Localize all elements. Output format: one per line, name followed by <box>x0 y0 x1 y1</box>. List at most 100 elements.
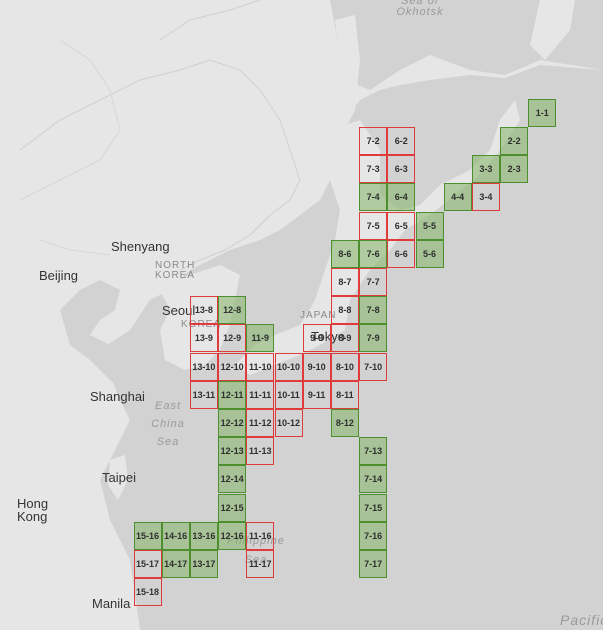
tile-label: 6-5 <box>394 220 408 231</box>
tile-12-11[interactable]: 12-11 <box>218 380 247 409</box>
tile-11-9[interactable]: 11-9 <box>246 324 275 353</box>
tile-label: 12-14 <box>220 474 244 485</box>
tile-12-8[interactable]: 12-8 <box>218 296 247 325</box>
tile-7-15[interactable]: 7-15 <box>359 493 388 522</box>
tile-3-4[interactable]: 3-4 <box>471 183 500 212</box>
ocean-label-pacific: Pacific <box>560 612 603 628</box>
tile-13-17[interactable]: 13-17 <box>189 549 218 578</box>
tile-label: 9-11 <box>307 389 326 400</box>
tile-7-4[interactable]: 7-4 <box>359 183 388 212</box>
tile-8-6[interactable]: 8-6 <box>330 239 359 268</box>
tile-label: 10-11 <box>277 389 300 400</box>
tile-12-9[interactable]: 12-9 <box>218 324 247 353</box>
tile-10-11[interactable]: 10-11 <box>274 380 303 409</box>
city-label-seoul: Seoul <box>162 303 196 318</box>
tile-12-13[interactable]: 12-13 <box>218 437 247 466</box>
tile-3-3[interactable]: 3-3 <box>471 155 500 184</box>
tile-label: 5-6 <box>422 248 436 259</box>
tile-label: 14-16 <box>164 530 188 541</box>
tile-7-3[interactable]: 7-3 <box>359 155 388 184</box>
tile-2-3[interactable]: 2-3 <box>500 155 529 184</box>
tile-label: 7-6 <box>366 248 380 259</box>
tile-10-10[interactable]: 10-10 <box>274 352 303 381</box>
tile-12-12[interactable]: 12-12 <box>218 408 247 437</box>
tile-7-17[interactable]: 7-17 <box>359 549 388 578</box>
tile-label: 3-4 <box>479 192 493 203</box>
tile-11-10[interactable]: 11-10 <box>246 352 275 381</box>
tile-6-6[interactable]: 6-6 <box>387 239 416 268</box>
tile-12-10[interactable]: 12-10 <box>218 352 247 381</box>
tile-5-6[interactable]: 5-6 <box>415 239 444 268</box>
sea-label-east-china: East China Sea <box>151 400 185 448</box>
tile-8-10[interactable]: 8-10 <box>330 352 359 381</box>
tile-label: 12-12 <box>220 417 244 428</box>
city-label-beijing: Beijing <box>39 268 79 283</box>
tile-2-2[interactable]: 2-2 <box>500 126 529 155</box>
tile-label: 7-10 <box>364 361 383 372</box>
tile-label: 14-17 <box>164 558 188 569</box>
tile-label: 15-17 <box>135 558 160 569</box>
tile-7-9[interactable]: 7-9 <box>359 324 388 353</box>
tile-8-9[interactable]: 8-9 <box>330 324 359 353</box>
tile-label: 12-13 <box>220 446 244 457</box>
tile-11-11[interactable]: 11-11 <box>246 380 275 409</box>
city-label-tokyo: Tokyo <box>311 329 345 344</box>
tile-label: 13-8 <box>194 305 213 316</box>
tile-11-13[interactable]: 11-13 <box>246 437 275 466</box>
tile-6-4[interactable]: 6-4 <box>387 183 416 212</box>
city-label-shenyang: Shenyang <box>111 239 170 254</box>
tile-15-17[interactable]: 15-17 <box>133 549 162 578</box>
tile-11-17[interactable]: 11-17 <box>246 549 275 578</box>
tile-12-16[interactable]: 12-16 <box>218 521 247 550</box>
tile-15-16[interactable]: 15-16 <box>133 521 162 550</box>
tile-label: 7-15 <box>364 502 383 513</box>
tile-7-13[interactable]: 7-13 <box>359 437 388 466</box>
tile-label: 10-12 <box>276 417 301 428</box>
tile-7-7[interactable]: 7-7 <box>359 267 388 296</box>
tile-9-11[interactable]: 9-11 <box>302 380 331 409</box>
tile-13-11[interactable]: 13-11 <box>189 380 218 409</box>
tile-12-14[interactable]: 12-14 <box>218 465 247 494</box>
sea-label-okhotsk: Sea of Okhotsk <box>396 0 444 18</box>
tile-label: 9-10 <box>307 361 326 372</box>
tile-7-6[interactable]: 7-6 <box>359 239 388 268</box>
tile-7-14[interactable]: 7-14 <box>359 465 388 494</box>
tile-label: 7-4 <box>366 192 380 203</box>
tile-8-11[interactable]: 8-11 <box>330 380 359 409</box>
tile-11-16[interactable]: 11-16 <box>246 521 275 550</box>
tile-4-4[interactable]: 4-4 <box>443 183 472 212</box>
tile-13-16[interactable]: 13-16 <box>189 521 218 550</box>
tile-14-17[interactable]: 14-17 <box>161 549 190 578</box>
tile-7-10[interactable]: 7-10 <box>359 352 388 381</box>
tile-13-9[interactable]: 13-9 <box>189 324 218 353</box>
tile-12-15[interactable]: 12-15 <box>218 493 247 522</box>
tile-8-8[interactable]: 8-8 <box>330 296 359 325</box>
tile-5-5[interactable]: 5-5 <box>415 211 444 240</box>
tile-9-9[interactable]: 9-9 <box>302 324 331 353</box>
tile-7-8[interactable]: 7-8 <box>359 296 388 325</box>
tile-7-2[interactable]: 7-2 <box>359 126 388 155</box>
tile-13-10[interactable]: 13-10 <box>189 352 218 381</box>
tile-10-12[interactable]: 10-12 <box>274 408 303 437</box>
tile-label: 4-4 <box>451 192 465 203</box>
tile-6-3[interactable]: 6-3 <box>387 155 416 184</box>
tile-7-5[interactable]: 7-5 <box>359 211 388 240</box>
tile-13-8[interactable]: 13-8 <box>189 296 218 325</box>
tile-1-1[interactable]: 1-1 <box>528 98 557 127</box>
tile-label: 7-13 <box>364 446 383 457</box>
tile-6-5[interactable]: 6-5 <box>387 211 416 240</box>
tile-8-7[interactable]: 8-7 <box>330 267 359 296</box>
tile-label: 9-9 <box>310 333 324 344</box>
tile-15-18[interactable]: 15-18 <box>133 578 162 607</box>
tile-6-2[interactable]: 6-2 <box>387 126 416 155</box>
tile-11-12[interactable]: 11-12 <box>246 408 275 437</box>
tile-label: 13-17 <box>192 558 216 569</box>
tile-8-12[interactable]: 8-12 <box>330 408 359 437</box>
tile-14-16[interactable]: 14-16 <box>161 521 190 550</box>
tile-label: 8-12 <box>335 417 354 428</box>
tile-label: 11-10 <box>249 361 272 372</box>
tile-9-10[interactable]: 9-10 <box>302 352 331 381</box>
tile-label: 7-3 <box>366 164 380 175</box>
tile-7-16[interactable]: 7-16 <box>359 521 388 550</box>
